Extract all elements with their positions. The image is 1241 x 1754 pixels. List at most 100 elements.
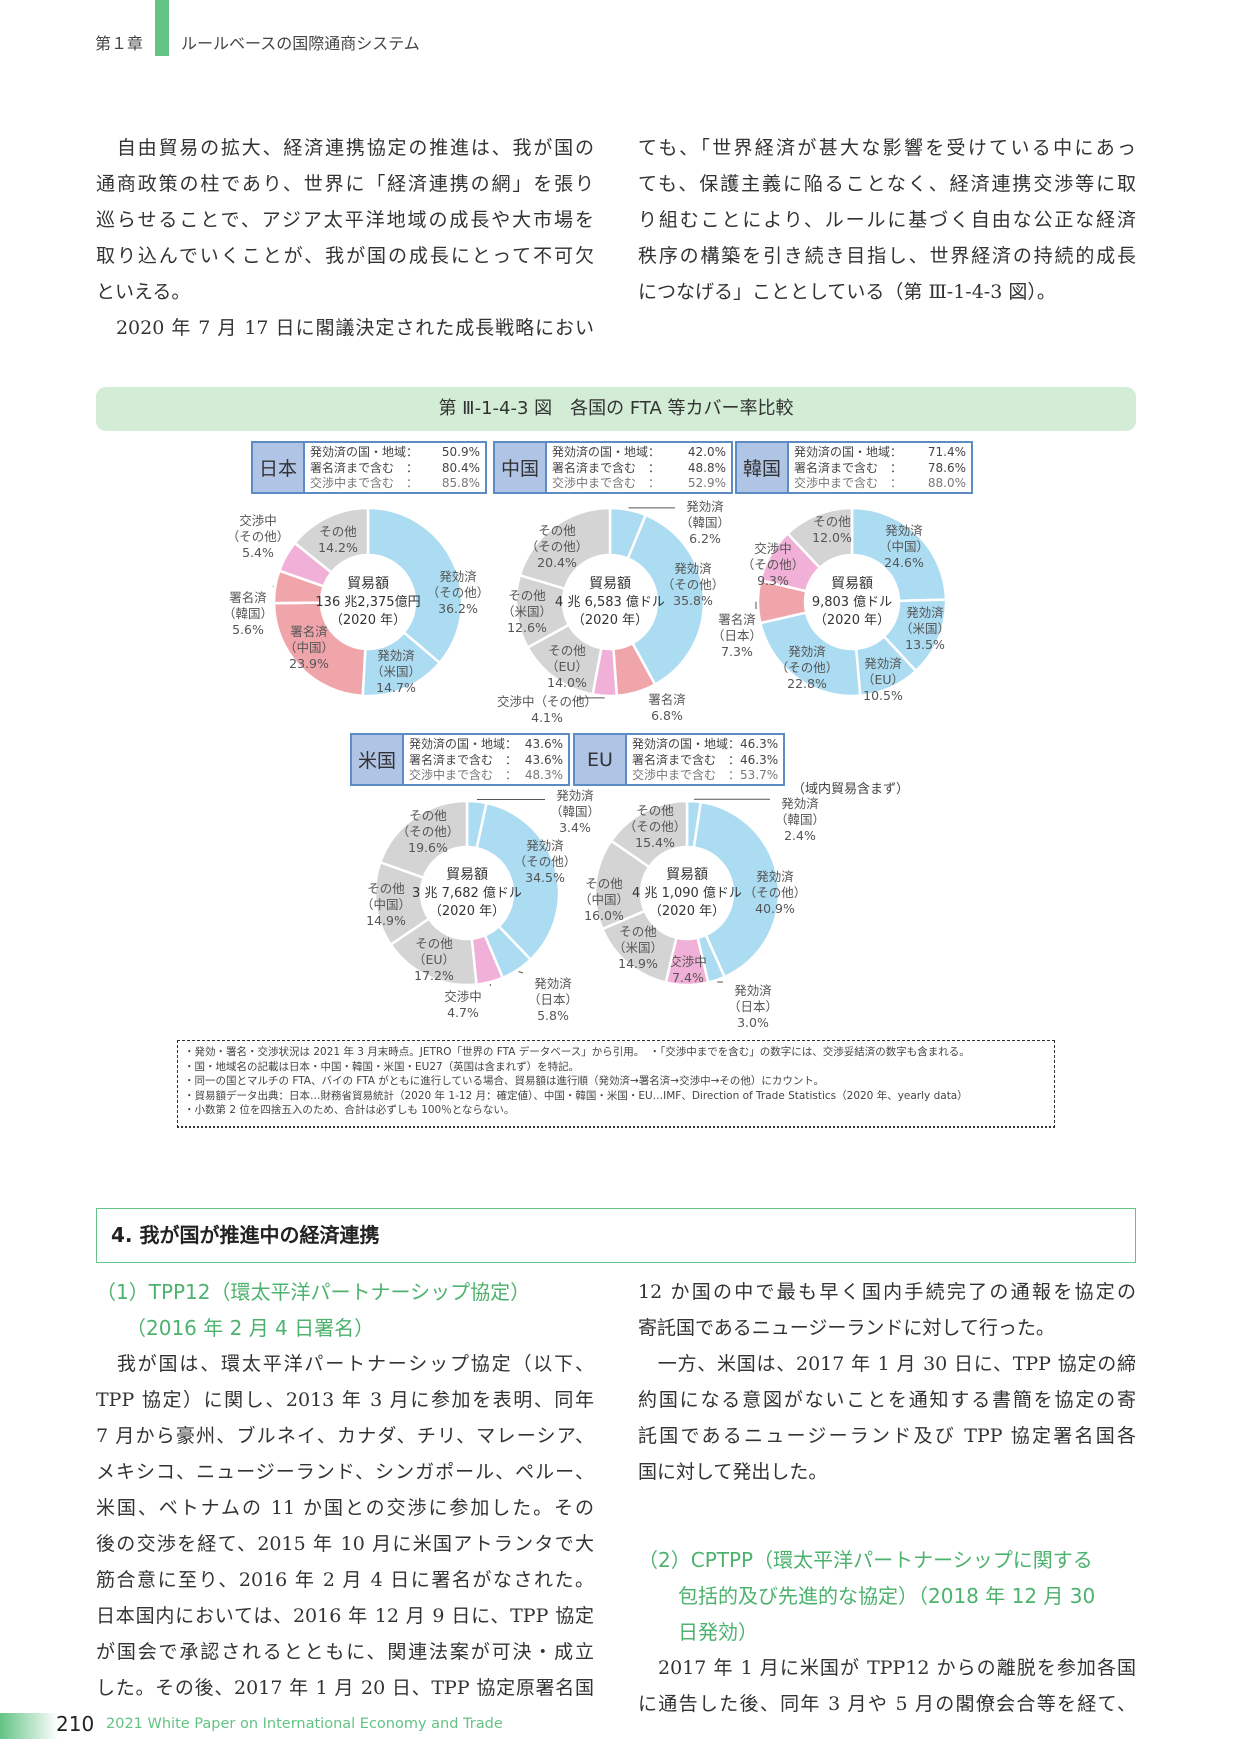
slice-label-line: （米国） (502, 604, 552, 619)
donut-center-text: 貿易額 (347, 576, 389, 592)
note-line: ・国・地域名の記載は日本・中国・韓国・米国・EU27（英国は含まれず）を特記。 (184, 1060, 580, 1073)
slice-label: 署名済（韓国） 5.6% (223, 590, 273, 637)
section1-left-column: （1）TPP12（環太平洋パートナーシップ協定） （2016 年 2 月 4 日… (96, 1274, 594, 1706)
slice-label: 発効済（日本） 3.0% (728, 983, 778, 1030)
text-line: 日本国内においては、2016 年 12 月 9 日に、TPP 協定 (96, 1605, 594, 1627)
coverage-row: 発効済の国・地域： 42.0% (552, 445, 726, 461)
slice-label-line: （その他） (397, 824, 460, 839)
slice-label-line: 7.4% (672, 970, 704, 985)
slice-label-line: 発効済 (885, 523, 923, 538)
slice-label-line: 発効済 (906, 605, 944, 620)
slice-label-line: 7.3% (721, 644, 753, 659)
coverage-row: 発効済の国・地域： 43.6% (409, 737, 563, 753)
slice-label-line: （その他） (427, 585, 490, 600)
slice-label: その他（EU） 17.2% (413, 936, 455, 983)
slice-label: その他（その他） 20.4% (526, 523, 589, 570)
text-line: につなげる」こととしている（第 Ⅲ-1-4-3 図）。 (638, 281, 1056, 303)
slice-label-line: （韓国） (775, 812, 825, 827)
coverage-label: 交渉中まで含む ： (794, 476, 903, 490)
slice-label-line: （その他） (662, 577, 725, 592)
slice-label-line: 発効済 (674, 561, 712, 576)
slice-label-line: 16.0% (584, 908, 624, 923)
slice-label: 発効済（その他） 36.2% (427, 569, 490, 616)
coverage-label: 交渉中まで含む ： (310, 476, 419, 490)
slice-label-line: 署名済 (229, 590, 267, 605)
slice-label-line: 14.0% (547, 675, 587, 690)
slice-label: その他（その他） 19.6% (397, 808, 460, 855)
subsection-heading: （2016 年 2 月 4 日署名） (96, 1316, 375, 1340)
slice-label-line: （日本） (528, 992, 578, 1007)
donut-slice (518, 506, 612, 591)
slice-label-line: 発効済 (377, 648, 415, 663)
donut-center-text: （2020 年） (429, 904, 505, 919)
slice-label-line: 署名済 (718, 612, 756, 627)
slice-label-line: 14.2% (318, 540, 358, 555)
chapter-label: 第１章 (95, 34, 144, 53)
slice-label: 発効済（韓国） 6.2% (680, 499, 730, 546)
slice-label: 発効済（韓国） 2.4% (775, 796, 825, 843)
slice-label-line: （その他） (227, 529, 290, 544)
text-line: ても、保護主義に陥ることなく、経済連携交渉等に取 (638, 173, 1136, 195)
donut-slice (293, 506, 370, 575)
slice-label: 署名済（日本） 7.3% (712, 612, 762, 659)
coverage-label: 発効済の国・地域： (794, 445, 903, 459)
text-line: 通商政策の柱であり、世界に「経済連携の網」を張り (96, 173, 594, 195)
leader-line (518, 971, 524, 974)
slice-label-line: 12.0% (812, 530, 852, 545)
donut-slice (785, 506, 854, 570)
note-line: ・同一の国とマルチの FTA、バイの FTA がともに進行している場合、貿易額は… (184, 1075, 825, 1087)
slice-label-line: その他 (636, 803, 674, 818)
figure-title: 第 Ⅲ-1-4-3 図 各国の FTA 等カバー率比較 (96, 387, 1136, 431)
coverage-row: 交渉中まで含む ： 52.9% (552, 476, 726, 492)
slice-label-line: （EU） (862, 672, 904, 687)
publication-title: 2021 White Paper on International Econom… (106, 1716, 503, 1732)
donut-center-text: 3 兆 7,682 億ドル (412, 885, 522, 901)
text-line: 国に対して発出した。 (638, 1461, 828, 1483)
coverage-value: 52.9% (687, 476, 726, 490)
coverage-value: 48.3% (524, 768, 563, 782)
coverage-label: 発効済の国・地域： (310, 445, 419, 459)
slice-label: 発効済（米国） 13.5% (900, 605, 950, 652)
slice-label-line: 14.9% (618, 956, 658, 971)
donut-center-text: 4 兆 6,583 億ドル (555, 594, 665, 610)
slice-label-line: （中国） (879, 539, 929, 554)
chapter-accent-bar (155, 0, 169, 56)
coverage-value: 50.9% (441, 445, 480, 459)
slice-label: その他（米国） 12.6% (502, 588, 552, 635)
text-line: 自由貿易の拡大、経済連携協定の推進は、我が国の (96, 137, 594, 159)
slice-label: 発効済（その他） 22.8% (776, 644, 839, 691)
slice-label-line: 19.6% (408, 840, 448, 855)
coverage-label: 発効済の国・地域： (552, 445, 661, 459)
coverage-row: 交渉中まで含む ： 48.3% (409, 768, 563, 784)
slice-label-line: 12.6% (507, 620, 547, 635)
slice-label: 発効済（その他） 35.8% (662, 561, 725, 608)
coverage-value: 53.7% (740, 768, 779, 782)
coverage-summary-box: 米国 発効済の国・地域： 43.6% 署名済まで含む ： 43.6% 交渉中まで含む ： 4… (350, 733, 570, 786)
donut-center-text: （2020 年） (814, 613, 890, 628)
slice-label: その他 12.0% (812, 514, 852, 545)
text-line: 秩序の構築を引き続き目指し、世界経済の持続的成長 (638, 245, 1136, 267)
coverage-summary-box: 中国 発効済の国・地域： 42.0% 署名済まで含む ： 48.8% 交渉中まで含む ： 5… (493, 441, 733, 494)
slice-label: 交渉中（その他） 4.1% (497, 694, 597, 725)
coverage-value: 85.8% (441, 476, 480, 490)
slice-label-line: 3.0% (737, 1015, 769, 1030)
coverage-label: 署名済まで含む ： (794, 460, 903, 475)
slice-label-line: 9.3% (757, 573, 789, 588)
slice-label-line: （その他） (744, 885, 807, 900)
slice-label: 交渉中 4.7% (444, 989, 482, 1020)
slice-label-line: （その他） (526, 539, 589, 554)
slice-label-line: （韓国） (223, 606, 273, 621)
text-line: 後の交渉を経て、2015 年 10 月に米国アトランタで大 (96, 1533, 594, 1555)
slice-label-line: 発効済 (439, 569, 477, 584)
slice-label: その他（米国） 14.9% (613, 924, 663, 971)
donut-slice (758, 611, 862, 698)
slice-label: 交渉中（その他） 9.3% (742, 541, 805, 588)
note-line: ・発効・署名・交渉状況は 2021 年 3 月末時点。JETRO「世界の FTA… (184, 1046, 970, 1058)
slice-label: その他（中国） 16.0% (579, 876, 629, 923)
text-line: 約国になる意図がないことを通知する書簡を協定の寄 (638, 1389, 1136, 1411)
slice-label-line: （米国） (613, 940, 663, 955)
slice-label-line: （その他） (742, 557, 805, 572)
coverage-summary-box: 韓国 発効済の国・地域： 71.4% 署名済まで含む ： 78.6% 交渉中まで含む ： 8… (735, 441, 973, 494)
coverage-summary-box: EU 発効済の国・地域： 46.3% 署名済まで含む ： 46.3% 交渉中まで含む ： 5… (573, 733, 785, 786)
slice-label-line: 発効済 (781, 796, 819, 811)
